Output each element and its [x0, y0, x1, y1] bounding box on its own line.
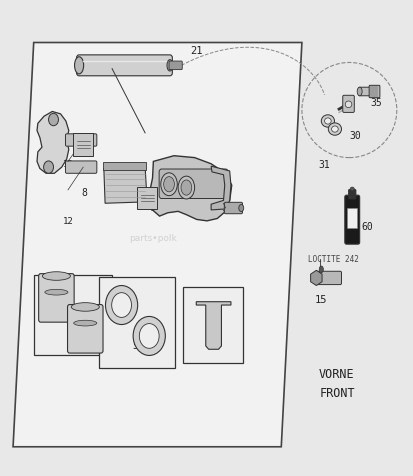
Polygon shape — [13, 43, 301, 447]
Ellipse shape — [71, 303, 99, 312]
FancyBboxPatch shape — [342, 96, 354, 113]
FancyBboxPatch shape — [73, 134, 93, 157]
Polygon shape — [211, 167, 230, 210]
Ellipse shape — [324, 119, 330, 125]
Text: 9: 9 — [118, 174, 124, 184]
Text: LOCTITE 242: LOCTITE 242 — [307, 255, 358, 264]
Ellipse shape — [133, 317, 165, 356]
FancyBboxPatch shape — [159, 169, 228, 199]
FancyBboxPatch shape — [137, 187, 157, 210]
Ellipse shape — [43, 161, 53, 174]
Ellipse shape — [328, 124, 341, 136]
Text: 21: 21 — [190, 46, 202, 56]
Ellipse shape — [166, 60, 172, 72]
Ellipse shape — [139, 324, 159, 348]
FancyBboxPatch shape — [169, 62, 182, 70]
Ellipse shape — [356, 88, 361, 97]
FancyBboxPatch shape — [65, 161, 97, 174]
Text: VORNE: VORNE — [318, 367, 354, 380]
Text: 60: 60 — [361, 221, 373, 231]
Ellipse shape — [105, 286, 138, 325]
FancyBboxPatch shape — [347, 208, 356, 228]
Polygon shape — [196, 302, 230, 349]
Ellipse shape — [163, 177, 174, 192]
Ellipse shape — [112, 293, 131, 318]
Text: 8: 8 — [81, 188, 87, 198]
FancyBboxPatch shape — [38, 274, 74, 322]
FancyBboxPatch shape — [33, 275, 112, 355]
Ellipse shape — [238, 205, 243, 212]
Text: 5: 5 — [133, 340, 139, 350]
Text: 35: 35 — [369, 98, 381, 108]
Ellipse shape — [180, 180, 191, 196]
Ellipse shape — [42, 272, 70, 281]
FancyBboxPatch shape — [103, 162, 145, 171]
Text: 30: 30 — [349, 131, 360, 141]
Polygon shape — [149, 157, 231, 221]
FancyBboxPatch shape — [224, 203, 242, 214]
Ellipse shape — [318, 267, 323, 273]
Text: 12: 12 — [62, 217, 73, 226]
FancyBboxPatch shape — [368, 86, 379, 99]
Text: 12: 12 — [62, 160, 73, 169]
FancyBboxPatch shape — [344, 196, 359, 245]
FancyBboxPatch shape — [314, 272, 341, 285]
FancyBboxPatch shape — [67, 305, 103, 353]
Ellipse shape — [45, 290, 68, 296]
FancyBboxPatch shape — [76, 56, 172, 77]
FancyBboxPatch shape — [183, 288, 242, 363]
FancyBboxPatch shape — [65, 135, 97, 147]
Ellipse shape — [74, 320, 97, 326]
Text: 10: 10 — [221, 202, 233, 212]
Ellipse shape — [74, 58, 83, 75]
Text: 6: 6 — [42, 311, 48, 321]
Text: 31: 31 — [318, 159, 329, 169]
Ellipse shape — [160, 173, 177, 196]
FancyBboxPatch shape — [348, 190, 355, 199]
FancyBboxPatch shape — [99, 277, 174, 368]
Ellipse shape — [178, 177, 194, 199]
FancyBboxPatch shape — [358, 88, 372, 97]
Text: parts•polk: parts•polk — [129, 234, 177, 242]
Ellipse shape — [349, 188, 354, 191]
Text: FRONT: FRONT — [318, 386, 354, 399]
Ellipse shape — [48, 114, 58, 127]
Ellipse shape — [344, 102, 351, 109]
Text: 15: 15 — [313, 295, 326, 305]
Ellipse shape — [331, 127, 337, 133]
Text: 1: 1 — [104, 60, 110, 70]
Polygon shape — [104, 168, 147, 204]
Text: 7: 7 — [206, 330, 213, 340]
Ellipse shape — [320, 116, 334, 128]
Polygon shape — [37, 112, 69, 174]
Text: 8: 8 — [149, 202, 155, 212]
